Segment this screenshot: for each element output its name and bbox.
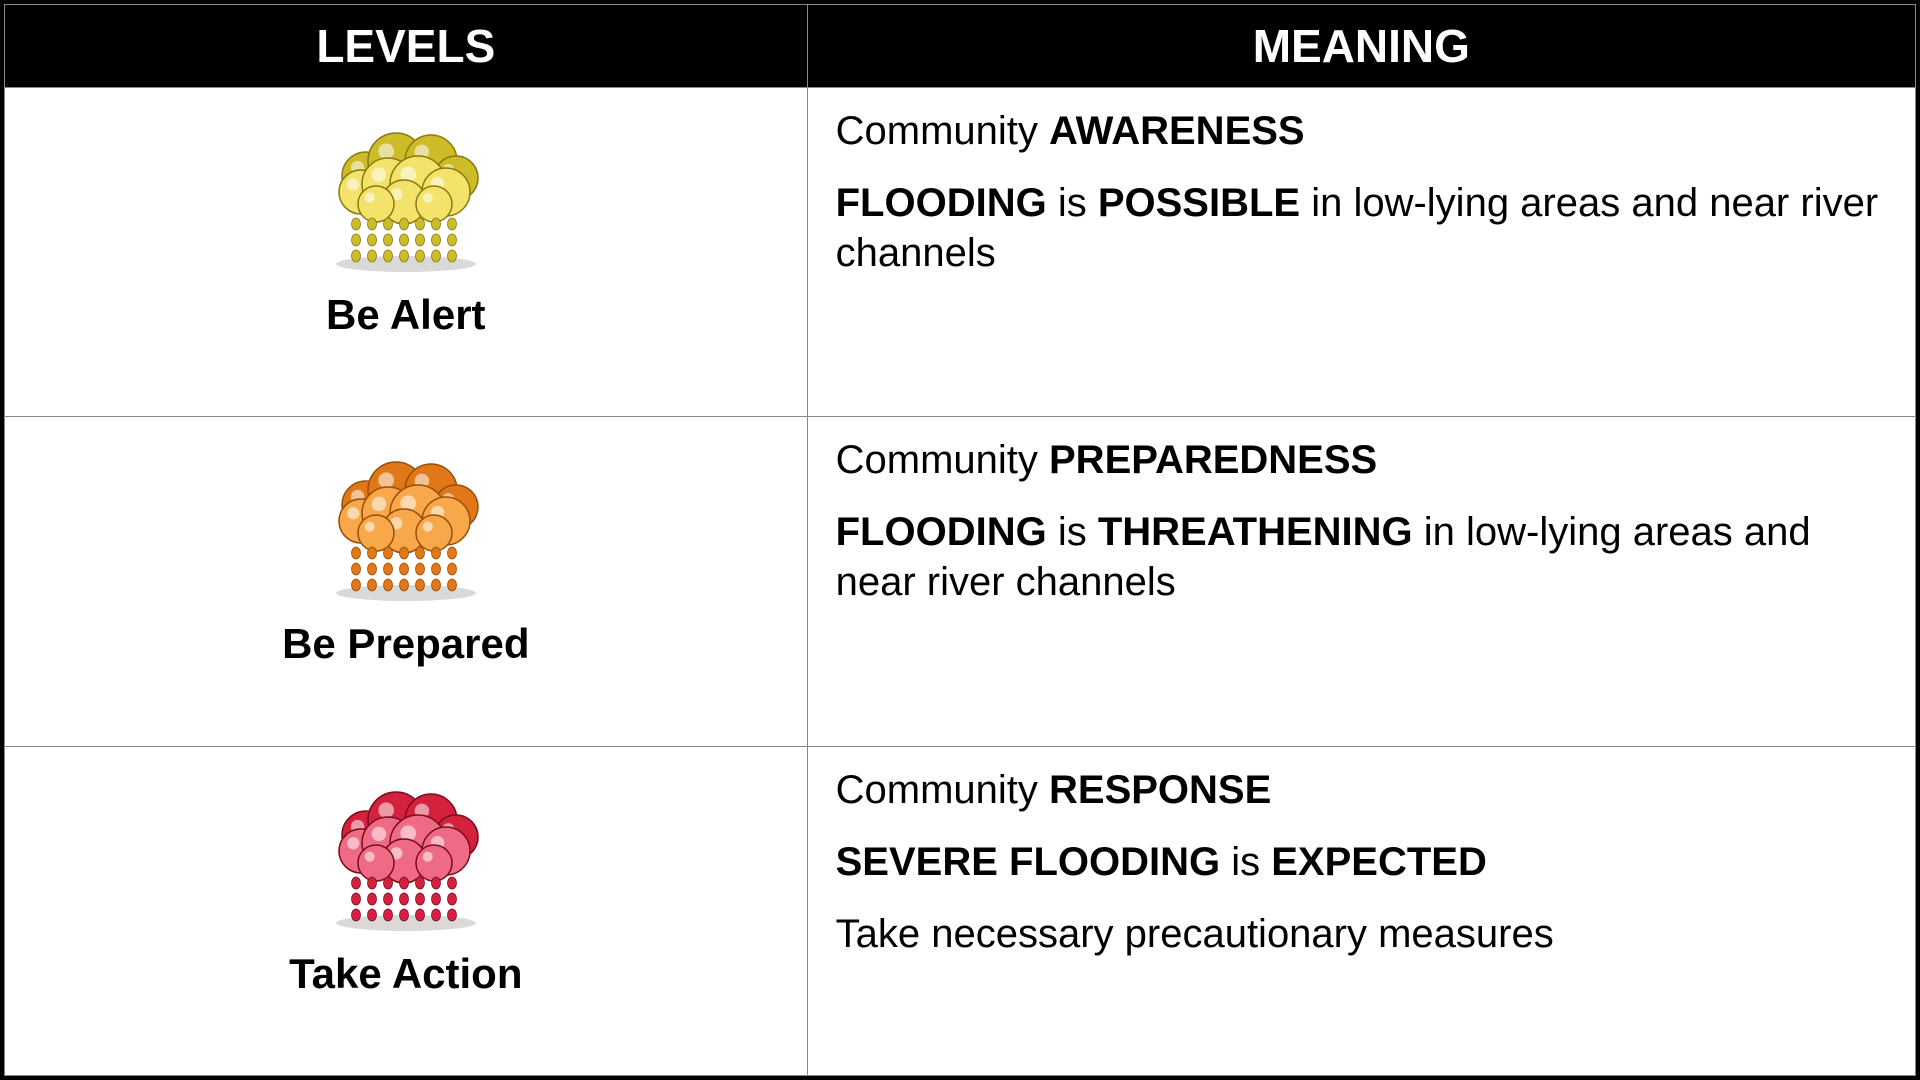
- level-cell: Take Action: [5, 746, 808, 1075]
- header-levels: LEVELS: [5, 5, 808, 88]
- table-row: Be Alert Community AWARENESS FLOODING is …: [5, 88, 1916, 417]
- meaning-line: Community PREPAREDNESS: [836, 435, 1887, 485]
- level-label: Be Alert: [33, 291, 779, 339]
- table-row: Be Prepared Community PREPAREDNESS FLOODI…: [5, 417, 1916, 746]
- level-label: Be Prepared: [33, 620, 779, 668]
- meaning-cell: Community RESPONSE SEVERE FLOODING is EXP…: [807, 746, 1915, 1075]
- meaning-line: SEVERE FLOODING is EXPECTED: [836, 837, 1887, 887]
- meaning-line: Community AWARENESS: [836, 106, 1887, 156]
- meaning-cell: Community AWARENESS FLOODING is POSSIBLE …: [807, 88, 1915, 417]
- rain-cloud-red-icon: [306, 765, 506, 935]
- level-cell: Be Alert: [5, 88, 808, 417]
- meaning-line: FLOODING is THREATHENING in low-lying ar…: [836, 507, 1887, 607]
- flood-alert-table-container: LEVELS MEANING Be Alert Community AWAREN…: [0, 0, 1920, 1080]
- meaning-cell: Community PREPAREDNESS FLOODING is THREAT…: [807, 417, 1915, 746]
- meaning-line: Community RESPONSE: [836, 765, 1887, 815]
- rain-cloud-orange-icon: [306, 435, 506, 610]
- meaning-line: Take necessary precautionary measures: [836, 909, 1887, 959]
- table-row: Take Action Community RESPONSE SEVERE FLO…: [5, 746, 1916, 1075]
- rain-cloud-orange-icon: [306, 435, 506, 605]
- header-meaning: MEANING: [807, 5, 1915, 88]
- level-label: Take Action: [33, 950, 779, 998]
- rain-cloud-red-icon: [306, 765, 506, 940]
- level-cell: Be Prepared: [5, 417, 808, 746]
- meaning-line: FLOODING is POSSIBLE in low-lying areas …: [836, 178, 1887, 278]
- table-header-row: LEVELS MEANING: [5, 5, 1916, 88]
- rain-cloud-yellow-icon: [306, 106, 506, 276]
- flood-alert-table: LEVELS MEANING Be Alert Community AWAREN…: [4, 4, 1916, 1076]
- rain-cloud-yellow-icon: [306, 106, 506, 281]
